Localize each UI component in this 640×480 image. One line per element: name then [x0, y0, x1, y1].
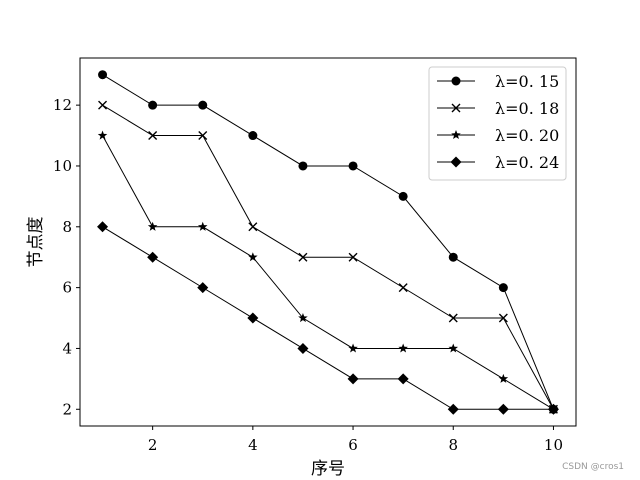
y-tick-label: 8: [62, 218, 72, 236]
plot-area: [97, 70, 559, 415]
data-point: [147, 251, 159, 263]
series-line: [102, 104, 554, 410]
legend-label: λ=0. 15: [495, 72, 559, 91]
legend-item-1: λ=0. 15: [437, 72, 559, 91]
y-tick-label: 6: [62, 279, 72, 297]
x-tick-label: 8: [448, 436, 458, 454]
plot-frame: [79, 57, 577, 427]
series-line: [102, 226, 554, 410]
data-point: [447, 403, 459, 415]
legend-marker: [450, 156, 462, 168]
x-tick-label: 4: [248, 436, 258, 454]
data-point: [248, 131, 258, 141]
legend-item-3: λ=0. 20: [437, 126, 559, 145]
data-point: [498, 283, 508, 293]
data-point: [97, 221, 109, 233]
data-point: [98, 100, 108, 110]
data-point: [197, 221, 208, 231]
legend-item-4: λ=0. 24: [437, 153, 559, 172]
legend-marker: [451, 76, 461, 86]
legend-box: [428, 66, 567, 181]
data-point: [148, 131, 158, 141]
series-4: [97, 221, 559, 415]
data-point: [348, 161, 358, 171]
data-point: [497, 403, 509, 415]
data-point: [97, 130, 108, 140]
data-point: [297, 342, 309, 354]
legend-label: λ=0. 18: [495, 99, 559, 118]
data-point: [198, 100, 208, 110]
data-point: [398, 191, 408, 201]
y-axis-label: 节点度: [26, 217, 46, 268]
x-tick-label: 10: [544, 436, 563, 454]
data-point: [398, 343, 408, 353]
data-point: [448, 313, 458, 323]
legend-marker: [451, 103, 461, 113]
legend-label: λ=0. 24: [495, 153, 559, 172]
data-point: [147, 221, 158, 231]
data-point: [498, 373, 509, 383]
data-point: [348, 343, 358, 353]
series-line: [102, 135, 554, 410]
axis-ticks: 2 4 6 8 10 2 4 6 8 10 12: [53, 96, 563, 454]
legend-label: λ=0. 20: [495, 126, 559, 145]
data-point: [397, 373, 409, 385]
data-point: [198, 131, 208, 141]
y-tick-label: 10: [53, 157, 72, 175]
data-point: [547, 403, 559, 415]
data-point: [298, 313, 308, 323]
data-point: [498, 313, 508, 323]
data-point: [298, 161, 308, 171]
y-tick-label: 12: [53, 96, 72, 114]
data-point: [298, 252, 308, 262]
data-point: [448, 343, 459, 353]
x-axis-label: 序号: [311, 459, 345, 479]
y-tick-label: 4: [62, 339, 72, 357]
legend-item-2: λ=0. 18: [437, 99, 559, 118]
data-point: [398, 283, 408, 293]
data-point: [448, 252, 458, 262]
data-point: [247, 312, 259, 324]
data-point: [98, 70, 108, 80]
x-tick-label: 2: [148, 436, 158, 454]
legend: λ=0. 15 λ=0. 18 λ=0. 20 λ=0. 24: [428, 66, 567, 181]
watermark: CSDN @cros1: [562, 462, 624, 472]
data-point: [248, 252, 258, 262]
data-point: [248, 222, 258, 232]
data-point: [347, 373, 359, 385]
x-tick-label: 6: [348, 436, 358, 454]
data-point: [148, 100, 158, 110]
data-point: [197, 282, 209, 294]
series-line: [102, 74, 554, 410]
legend-marker: [451, 130, 461, 140]
y-tick-label: 2: [62, 400, 72, 418]
data-point: [348, 252, 358, 262]
